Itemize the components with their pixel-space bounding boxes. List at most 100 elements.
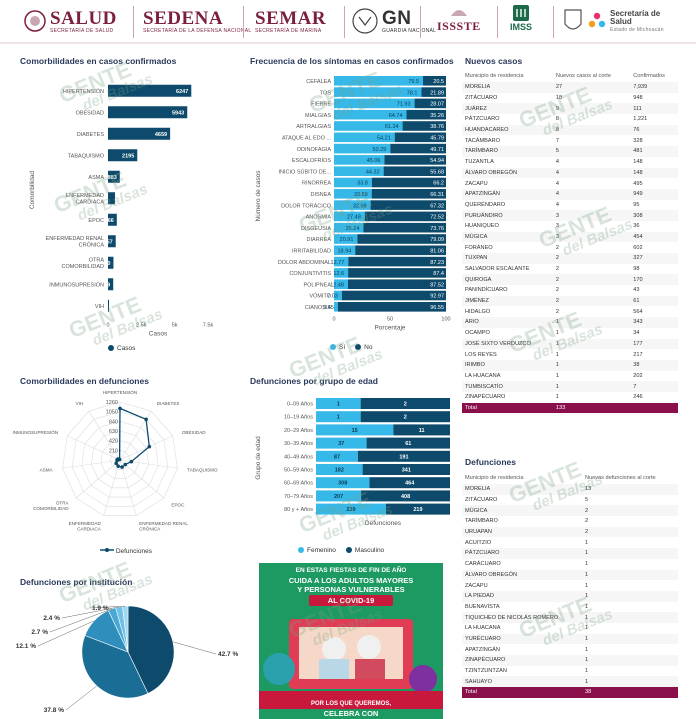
bar-segment: [334, 222, 364, 233]
table-cell: 7: [633, 383, 637, 390]
table-row: ZITÁCUARO 5: [462, 495, 678, 506]
data-label: 6247: [176, 89, 188, 95]
table-cell: ÁLVARO OBREGÓN: [465, 169, 518, 176]
data-label: 883: [108, 175, 117, 181]
x-axis-label: Casos: [149, 331, 168, 338]
data-label: 12.6: [333, 271, 344, 277]
legend-label: No: [364, 344, 373, 351]
table-cell: 1: [585, 603, 589, 610]
header-divider: [420, 6, 421, 38]
defunciones-edad-chart: 0–09 Años 1 2 10–19 Años 1 2 20–29 Años 15 11 30–…: [255, 398, 450, 527]
category-label: 50–59 Años: [284, 468, 313, 474]
table-cell: 564: [633, 308, 643, 315]
radar-spoke: [67, 435, 121, 461]
data-label: 408: [401, 494, 410, 500]
table-cell: 4: [555, 201, 560, 208]
table-cell: ÁLVARO OBREGÓN: [465, 571, 518, 578]
table-row: JUÁREZ 9 111: [462, 103, 678, 115]
table-cell: 27: [555, 84, 563, 91]
table-cell: ZINAPÉCUARO: [465, 394, 506, 401]
table-cell: 327: [633, 255, 643, 262]
issste-eagle-icon: [450, 10, 467, 16]
table-cell: IRIMBO: [465, 362, 485, 369]
tick-label: 840: [109, 419, 118, 425]
x-axis-label: Porcentaje: [374, 324, 405, 331]
table-cell: 949: [633, 191, 643, 198]
table-cell: QUERÉNDARO: [465, 201, 506, 208]
defunciones-title: Defunciones: [465, 457, 517, 467]
bar: [108, 278, 114, 291]
data-label: 21.89: [430, 90, 444, 96]
table-cell: MÚGICA: [465, 233, 488, 240]
table-cell: 7: [555, 137, 560, 144]
x-axis-label: Defunciones: [365, 520, 402, 527]
table-row: PURUÁNDIRO 3 308: [462, 210, 678, 221]
table-cell: 2: [555, 244, 560, 251]
data-label: 73.76: [430, 226, 444, 232]
logo-ss-text: Secretaría de Salud: [610, 8, 661, 26]
column-header: Municipio de residencia: [465, 475, 524, 481]
category-label: ASMA: [40, 468, 54, 473]
category-label: ENFERMEDAD RENAL: [139, 521, 188, 526]
comorbilidades-defunciones-radar: HIPERTENSIÓN DIABETES OBESIDAD TABAQUISMO EP…: [12, 389, 218, 532]
category-label: DISGEUSIA: [301, 226, 331, 232]
table-cell: QUIROGA: [465, 276, 492, 283]
radar-point: [144, 417, 148, 422]
logo-semar-sub: SECRETARÍA DE MARINA: [255, 27, 322, 34]
category-label: TABAQUISMO: [187, 468, 218, 473]
table-row: LA PIEDAD 1: [462, 590, 678, 602]
table-cell: 1: [555, 383, 560, 390]
data-label: 71.93: [397, 102, 411, 108]
tick-label: 7.5k: [203, 323, 214, 329]
bar-segment: [414, 98, 446, 109]
table-row: ZITÁCUARO 18 948: [462, 93, 678, 104]
legend-label: Masculino: [354, 547, 385, 554]
legend-label: Femenino: [307, 547, 336, 554]
category-label: ANOSMIA: [306, 215, 332, 221]
category-label: CARDIACA: [77, 527, 102, 532]
column-header: Nuevos casos al corte: [555, 73, 611, 79]
table-cell: MORELIA: [465, 84, 491, 91]
bar-segment: [371, 189, 446, 199]
table-cell: 948: [633, 95, 643, 102]
table-cell: 1: [585, 657, 589, 664]
legend-label: Casos: [117, 345, 136, 352]
table-row: JIMÉNEZ 2 61: [462, 295, 678, 307]
table-cell: ACUITZIO: [465, 539, 492, 546]
legend-item-femenino: Femenino: [298, 547, 336, 554]
bar-segment: [383, 166, 446, 176]
poster-line-1: EN ESTAS FIESTAS DE FIN DE AÑO: [295, 567, 407, 574]
data-label: 28.07: [430, 102, 444, 108]
bar: [108, 256, 114, 269]
table-cell: 2: [555, 266, 560, 273]
category-label: 40–49 Años: [284, 454, 313, 460]
covid-holiday-poster: EN ESTAS FIESTAS DE FIN DE AÑO CUIDA A L…: [259, 563, 443, 719]
frecuencia-sintomas-title: Frecuencia de los síntomas en casos conf…: [250, 56, 454, 66]
table-cell: 1: [585, 614, 589, 621]
category-label: 70–79 Años: [284, 494, 313, 500]
radar-grid: [100, 440, 140, 479]
data-label: 61.24: [385, 124, 399, 130]
data-label: 464: [405, 481, 415, 487]
data-label: 2195: [122, 153, 134, 159]
pie-leader-line: [65, 685, 97, 711]
sintomas-legend: Sí No: [330, 344, 372, 351]
table-cell: ZITÁCUARO: [465, 497, 498, 504]
category-label: RINORREA: [302, 181, 331, 187]
bar-segment: [334, 132, 395, 143]
table-cell: 1: [585, 646, 589, 653]
table-cell: 61: [633, 298, 640, 305]
table-cell: 4: [555, 169, 560, 176]
radar-point: [118, 406, 122, 411]
category-label: OTRA: [56, 501, 70, 506]
tick-label: 210: [109, 448, 118, 454]
pie-leader-line: [37, 620, 95, 647]
defunciones-edad-title: Defunciones por grupo de edad: [250, 376, 378, 386]
data-label: 18.94: [337, 249, 351, 255]
data-label: 39: [104, 282, 110, 288]
bar-segment: [366, 437, 450, 449]
table-cell: 3: [555, 212, 560, 219]
table-cell: PURUÁNDIRO: [465, 212, 503, 219]
table-row: TIQUICHEO DE NICOLÁS ROMERO 1: [462, 612, 678, 623]
table-cell: 1: [585, 571, 589, 578]
